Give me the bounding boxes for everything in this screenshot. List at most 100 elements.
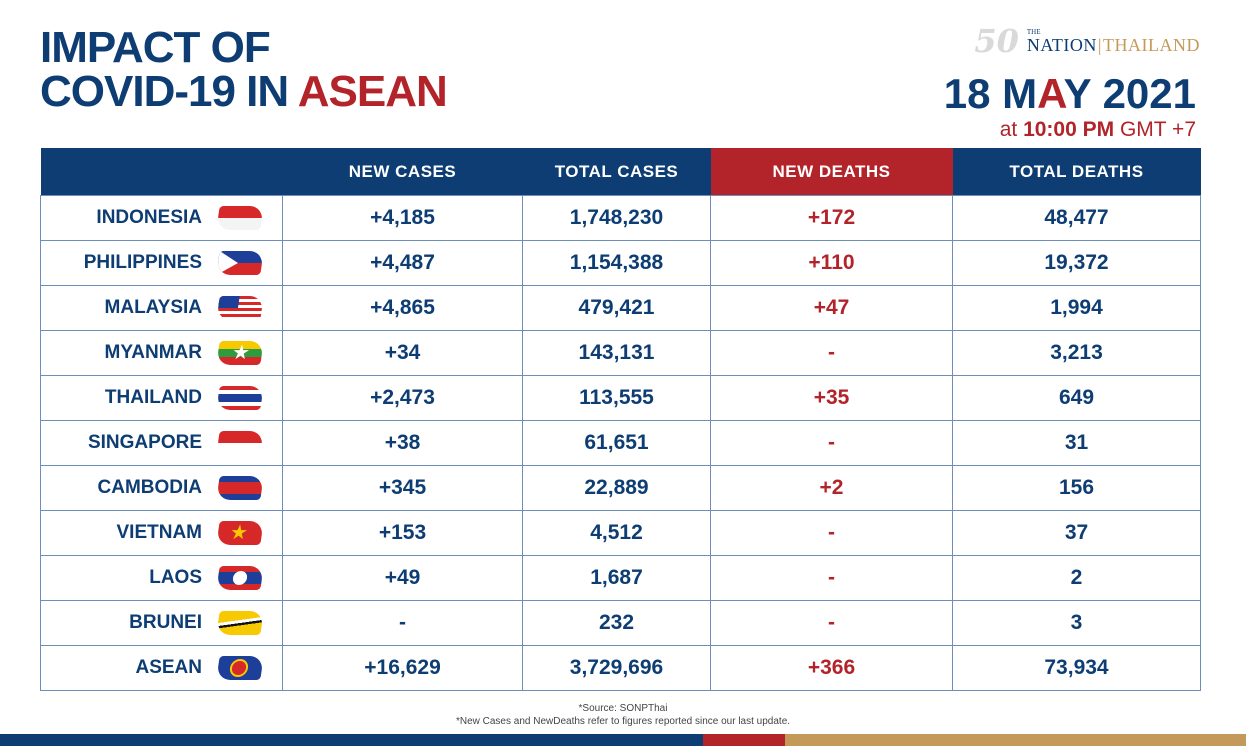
vietnam-flag-icon	[216, 521, 264, 545]
indonesia-flag-icon	[216, 206, 264, 230]
total-deaths-cell: 37	[952, 510, 1201, 556]
table-row: CAMBODIA +345 22,889 +2 156	[40, 465, 1201, 511]
new-cases-cell: +4,185	[282, 195, 523, 241]
new-cases-cell: +49	[282, 555, 523, 601]
time-clock: 10:00 PM	[1023, 118, 1115, 141]
total-cases-cell: 479,421	[522, 285, 711, 331]
footer-color-bar	[0, 734, 1246, 746]
time-zone: GMT +7	[1114, 118, 1196, 141]
table-row: PHILIPPINES +4,487 1,154,388 +110 19,372	[40, 240, 1201, 286]
new-deaths-cell: +172	[710, 195, 953, 241]
new-deaths-cell: -	[710, 600, 953, 646]
new-deaths-cell: +2	[710, 465, 953, 511]
country-cell: VIETNAM	[40, 510, 283, 556]
new-cases-cell: +38	[282, 420, 523, 466]
country-name: THAILAND	[104, 387, 202, 408]
singapore-flag-icon	[216, 431, 264, 455]
country-cell: SINGAPORE	[40, 420, 283, 466]
total-deaths-cell: 2	[952, 555, 1201, 601]
page-title: IMPACT OF COVID-19 IN ASEAN	[40, 26, 448, 116]
header-total-cases: TOTAL CASES	[522, 148, 711, 196]
new-deaths-cell: -	[710, 510, 953, 556]
new-deaths-cell: -	[710, 420, 953, 466]
total-cases-cell: 1,154,388	[522, 240, 711, 286]
country-name: SINGAPORE	[87, 432, 202, 453]
total-deaths-cell: 3	[952, 600, 1201, 646]
logo-the: THE	[1026, 27, 1041, 36]
logo-name-b: THAILAND	[1103, 34, 1200, 55]
nation-thailand-logo: 50 THE NATION|THAILAND	[974, 22, 1200, 60]
brunei-flag-icon	[216, 611, 264, 635]
new-cases-cell: +2,473	[282, 375, 523, 421]
country-cell: THAILAND	[40, 375, 283, 421]
new-deaths-cell: -	[710, 330, 953, 376]
logo-separator: |	[1097, 34, 1103, 55]
footer-bar-navy	[0, 734, 703, 746]
asean-flag-icon	[216, 656, 264, 680]
new-deaths-cell: +110	[710, 240, 953, 286]
new-cases-cell: +153	[282, 510, 523, 556]
title-line-2-text: COVID-19 IN	[40, 67, 298, 116]
covid-stats-table: NEW CASES TOTAL CASES NEW DEATHS TOTAL D…	[40, 148, 1201, 691]
country-name: INDONESIA	[96, 207, 202, 228]
total-cases-cell: 232	[522, 600, 711, 646]
country-cell: ASEAN	[40, 645, 283, 691]
footer-bar-red	[703, 734, 785, 746]
malaysia-flag-icon	[216, 296, 264, 320]
country-name: PHILIPPINES	[83, 252, 202, 273]
country-cell: MALAYSIA	[40, 285, 283, 331]
country-cell: CAMBODIA	[40, 465, 283, 511]
date-part-red: A	[1037, 70, 1064, 117]
logo-name: NATION|THAILAND	[1027, 36, 1200, 54]
new-cases-cell: +4,865	[282, 285, 523, 331]
table-row: MALAYSIA +4,865 479,421 +47 1,994	[40, 285, 1201, 331]
header-total-deaths: TOTAL DEATHS	[952, 148, 1201, 196]
table-row: BRUNEI - 232 - 3	[40, 600, 1201, 646]
country-cell: MYANMAR	[40, 330, 283, 376]
total-cases-cell: 22,889	[522, 465, 711, 511]
time-at: at	[999, 118, 1024, 141]
total-deaths-cell: 19,372	[952, 240, 1201, 286]
table-row: MYANMAR +34 143,131 - 3,213	[40, 330, 1201, 376]
total-cases-cell: 4,512	[522, 510, 711, 556]
table-row: LAOS +49 1,687 - 2	[40, 555, 1201, 601]
country-name: BRUNEI	[129, 612, 202, 633]
cambodia-flag-icon	[216, 476, 264, 500]
new-cases-cell: +4,487	[282, 240, 523, 286]
total-deaths-cell: 1,994	[952, 285, 1201, 331]
country-name: VIETNAM	[116, 522, 203, 543]
thailand-flag-icon	[216, 386, 264, 410]
title-highlight: ASEAN	[297, 67, 448, 116]
new-cases-cell: +34	[282, 330, 523, 376]
new-deaths-cell: +35	[710, 375, 953, 421]
total-deaths-cell: 31	[952, 420, 1201, 466]
new-cases-cell: -	[282, 600, 523, 646]
header-country	[40, 148, 283, 196]
new-deaths-cell: -	[710, 555, 953, 601]
definition-footnote: *New Cases and NewDeaths refer to figure…	[455, 716, 791, 727]
table-row: SINGAPORE +38 61,651 - 31	[40, 420, 1201, 466]
total-cases-cell: 3,729,696	[522, 645, 711, 691]
total-cases-cell: 1,687	[522, 555, 711, 601]
country-name: LAOS	[149, 567, 202, 588]
country-name: CAMBODIA	[97, 477, 203, 498]
country-cell: INDONESIA	[40, 195, 283, 241]
header-new-deaths: NEW DEATHS	[710, 148, 953, 196]
total-cases-cell: 61,651	[522, 420, 711, 466]
new-deaths-cell: +366	[710, 645, 953, 691]
country-name: ASEAN	[135, 657, 202, 678]
title-line-2: COVID-19 IN ASEAN	[40, 67, 448, 116]
philippines-flag-icon	[216, 251, 264, 275]
new-cases-cell: +345	[282, 465, 523, 511]
country-cell: BRUNEI	[40, 600, 283, 646]
laos-flag-icon	[216, 566, 264, 590]
new-cases-cell: +16,629	[282, 645, 523, 691]
table-row: INDONESIA +4,185 1,748,230 +172 48,477	[40, 195, 1201, 241]
total-deaths-cell: 73,934	[952, 645, 1201, 691]
date-part-2: Y 2021	[1063, 70, 1196, 117]
total-deaths-cell: 156	[952, 465, 1201, 511]
table-row: VIETNAM +153 4,512 - 37	[40, 510, 1201, 556]
total-deaths-cell: 48,477	[952, 195, 1201, 241]
date-part-1: 18 M	[943, 70, 1038, 117]
total-deaths-cell: 3,213	[952, 330, 1201, 376]
